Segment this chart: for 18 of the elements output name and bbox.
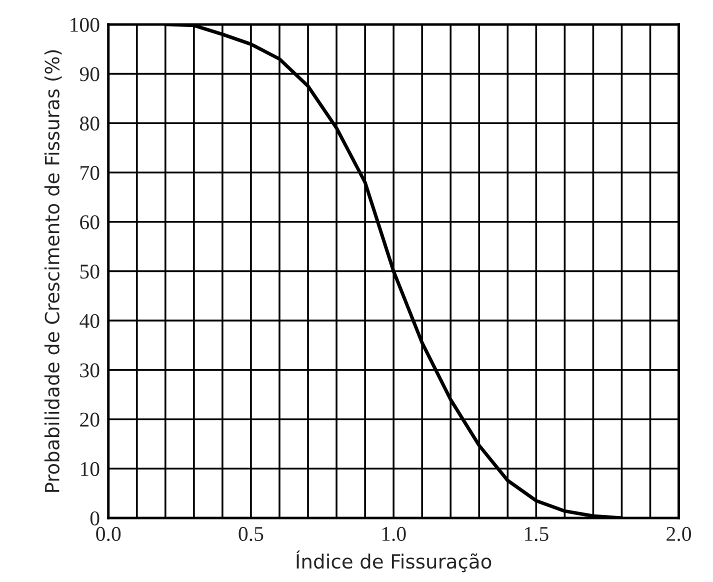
x-tick-label: 0.5 <box>238 526 264 542</box>
x-axis-title: Índice de Fissuração <box>296 550 492 572</box>
x-tick-label: 1.0 <box>382 526 406 542</box>
y-tick-label: 40 <box>80 314 100 328</box>
y-tick-label: 20 <box>80 412 100 427</box>
y-tick-label: 10 <box>81 462 100 476</box>
y-tick-label: 80 <box>80 116 100 131</box>
y-tick-label: 70 <box>80 166 100 180</box>
x-tick-label: 1.5 <box>524 527 548 542</box>
y-tick-label: 50 <box>80 264 100 279</box>
y-tick-label: 60 <box>80 215 100 230</box>
y-tick-label: 0 <box>90 511 100 526</box>
x-tick-label: 2.0 <box>666 526 692 542</box>
y-tick-label: 90 <box>80 67 100 82</box>
y-tick-label: 30 <box>80 363 100 378</box>
y-axis-title: Probabilidade de Crescimento de Fissuras (%) <box>44 50 62 492</box>
x-tick-label: 0.0 <box>96 526 121 542</box>
y-tick-label: 100 <box>70 18 100 32</box>
